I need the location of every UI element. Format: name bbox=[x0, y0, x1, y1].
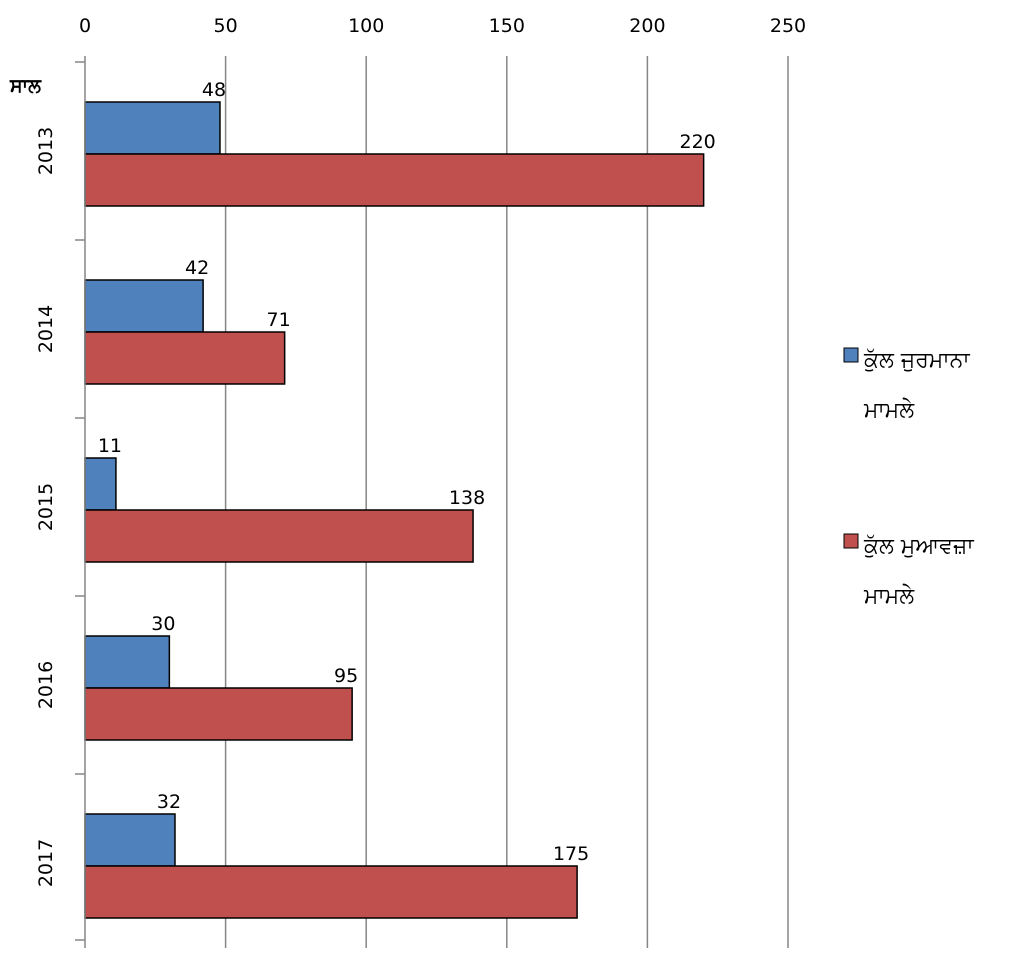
legend-label: ਮਾਮਲੇ bbox=[863, 397, 915, 423]
x-tick-label: 50 bbox=[214, 15, 238, 37]
data-label: 71 bbox=[267, 309, 291, 331]
bar-penalty-2017 bbox=[84, 813, 176, 867]
data-label: 48 bbox=[202, 79, 226, 101]
x-tick-label: 100 bbox=[348, 15, 384, 37]
data-labels: 48 220 42 71 11 138 30 95 32 175 bbox=[98, 79, 716, 865]
bar-compensation-2014 bbox=[84, 331, 286, 385]
legend-label: ਕੁੱਲ ਮੁਆਵਜ਼ਾ bbox=[863, 534, 974, 559]
gridlines bbox=[224, 62, 789, 940]
category-axis-title: ਸਾਲ bbox=[9, 75, 42, 97]
data-label: 175 bbox=[553, 843, 589, 865]
x-tick-label: 250 bbox=[770, 15, 806, 37]
bar-penalty-2015 bbox=[84, 457, 117, 511]
bar-penalty-2016 bbox=[84, 635, 171, 689]
x-tick-label: 0 bbox=[79, 15, 91, 37]
data-label: 42 bbox=[185, 257, 209, 279]
bar-compensation-2017 bbox=[84, 865, 578, 919]
data-label: 95 bbox=[334, 665, 358, 687]
bar-compensation-2013 bbox=[84, 153, 705, 207]
bar-penalty-2013 bbox=[84, 101, 221, 155]
category-label: 2014 bbox=[35, 305, 57, 353]
category-label: 2013 bbox=[35, 127, 57, 175]
x-tick-label: 200 bbox=[629, 15, 665, 37]
data-label: 138 bbox=[449, 487, 485, 509]
data-label: 11 bbox=[98, 435, 122, 457]
data-label: 220 bbox=[680, 131, 716, 153]
legend-swatch bbox=[843, 347, 859, 363]
data-label: 32 bbox=[157, 791, 181, 813]
data-label: 30 bbox=[151, 613, 175, 635]
category-label: 2016 bbox=[35, 661, 57, 709]
category-label: 2015 bbox=[35, 483, 57, 531]
axes: 0 50 100 150 200 250 ਸਾਲ 2013 2014 2015 2016 2017 bbox=[9, 15, 806, 948]
legend-swatch bbox=[843, 533, 859, 549]
bar-compensation-2015 bbox=[84, 509, 474, 563]
legend-label: ਮਾਮਲੇ bbox=[863, 583, 915, 609]
bar-compensation-2016 bbox=[84, 687, 353, 741]
category-label: 2017 bbox=[35, 839, 57, 887]
bar-penalty-2014 bbox=[84, 279, 204, 333]
legend-label: ਕੁੱਲ ਜੁਰਮਾਨਾ bbox=[863, 348, 970, 373]
x-tick-label: 150 bbox=[489, 15, 525, 37]
legend: ਕੁੱਲ ਜੁਰਮਾਨਾ ਮਾਮਲੇ ਕੁੱਲ ਮੁਆਵਜ਼ਾ ਮਾਮਲੇ bbox=[843, 347, 974, 609]
